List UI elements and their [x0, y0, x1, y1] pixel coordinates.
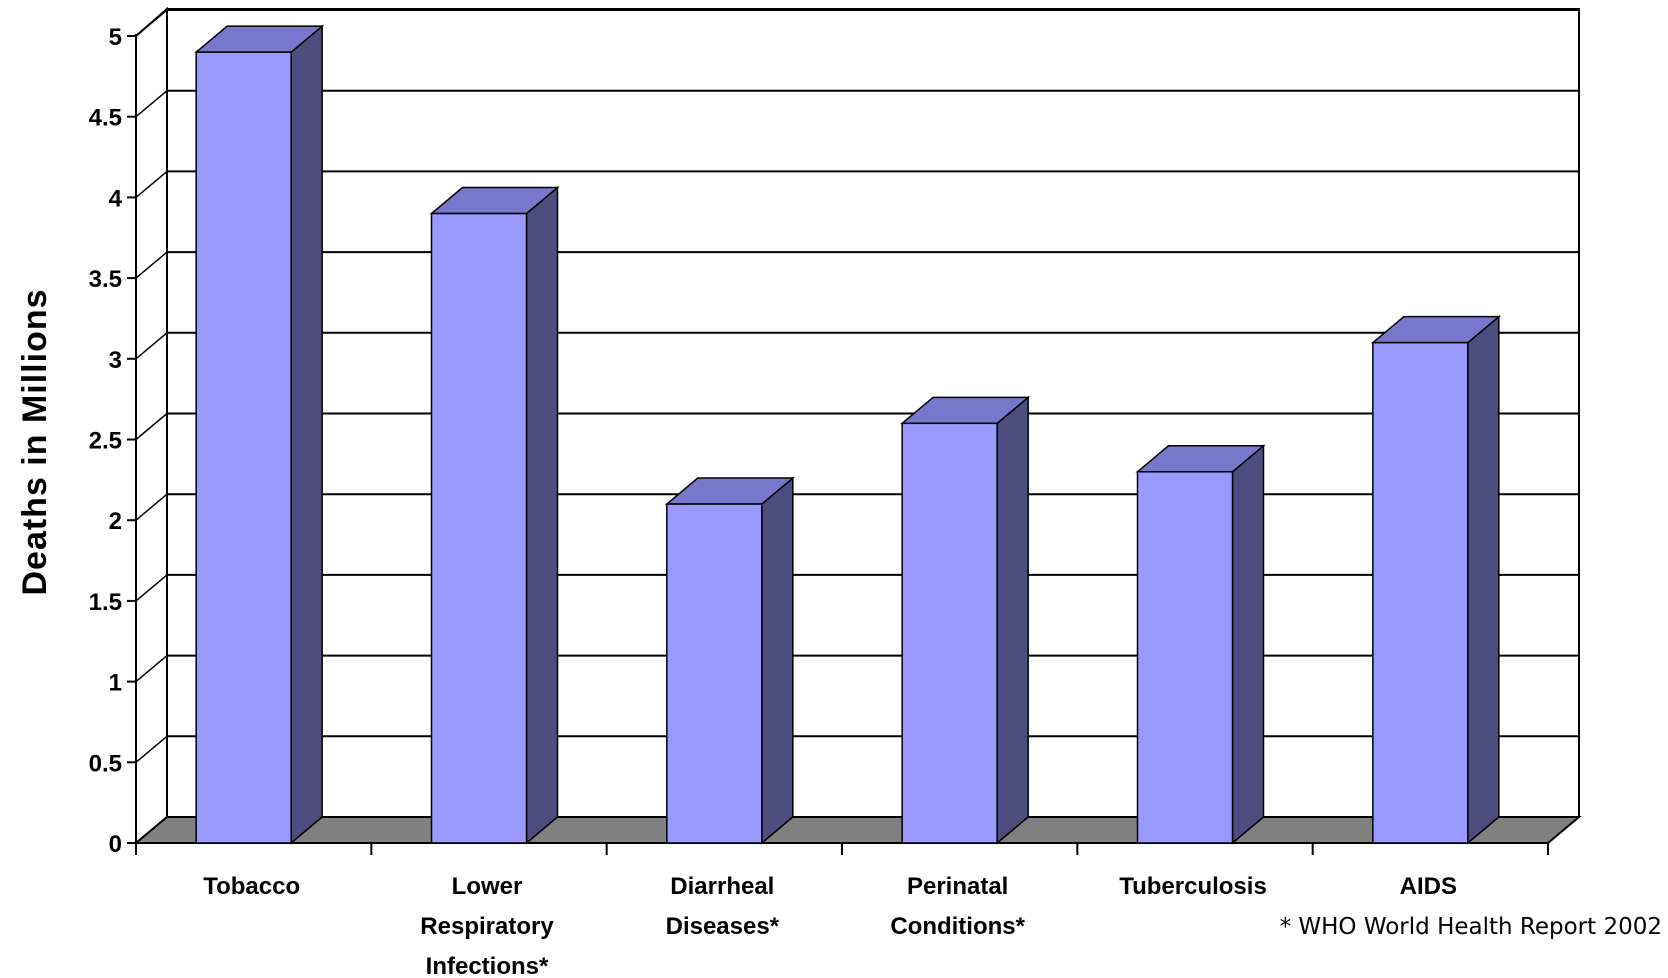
bar-side — [1467, 315, 1500, 845]
x-category-label: Diarrheal Diseases* — [666, 873, 780, 940]
gridline-diagonal — [135, 574, 168, 602]
y-tick-label: 3.5 — [89, 266, 122, 293]
bar — [900, 395, 1031, 845]
x-category-label-line: Diarrheal — [670, 873, 774, 900]
y-tick-label: 1.5 — [89, 589, 122, 616]
chart-floor — [133, 816, 1582, 844]
gridline-diagonal — [135, 90, 168, 118]
bar-side — [525, 185, 559, 845]
bar — [664, 476, 795, 845]
x-category-label-line: AIDS — [1400, 873, 1457, 900]
y-tick-label: 4.5 — [89, 105, 122, 132]
gridline-diagonal — [135, 412, 168, 441]
bar-side — [290, 24, 323, 845]
floor-plane — [133, 816, 1582, 844]
gridline-diagonal — [135, 735, 168, 763]
x-category-label-line: Diseases* — [666, 913, 780, 940]
x-category-label: Lower Respiratory Infections* — [420, 873, 554, 978]
bar — [1135, 444, 1266, 845]
bar-front — [666, 503, 763, 844]
bar-side — [761, 476, 794, 845]
y-tick-label: 2.5 — [89, 428, 122, 455]
x-category-label-line: Infections* — [426, 953, 549, 978]
gridline-diagonal — [135, 655, 168, 683]
x-category-label-line: Tuberculosis — [1119, 873, 1267, 900]
bars — [194, 24, 1501, 845]
y-tick-label: 2 — [109, 508, 122, 535]
x-category-label-line: Tobacco — [203, 873, 300, 900]
bar-side — [996, 395, 1029, 845]
x-tick-labels: Tobacco Lower Respiratory Infections* Diarrh… — [203, 873, 1457, 978]
x-category-label-line: Lower — [452, 873, 523, 900]
y-tick-label: 0 — [109, 831, 122, 858]
gridlines — [135, 9, 1579, 763]
x-category-label-line: Perinatal — [907, 873, 1008, 900]
gridline-diagonal — [135, 170, 168, 198]
gridline-diagonal — [135, 251, 168, 279]
gridline-diagonal — [135, 493, 168, 521]
gridline-diagonal — [135, 332, 168, 360]
bar — [429, 185, 560, 845]
y-tick-label: 4 — [109, 185, 123, 212]
y-tick-label: 0.5 — [89, 750, 122, 777]
y-tick-label: 1 — [109, 670, 122, 697]
y-tick-labels: 0 0.5 1 1.5 2 2.5 3 3.5 4 4.5 5 — [89, 24, 123, 858]
chart-walls — [135, 6, 1580, 846]
bar — [194, 24, 325, 845]
bar-front — [1136, 471, 1234, 844]
gridline-diagonal — [135, 9, 168, 37]
y-tick-label: 5 — [109, 24, 122, 51]
y-axis-title: Deaths in Millions — [16, 288, 54, 595]
x-category-label: Tuberculosis — [1119, 873, 1267, 900]
x-category-label-line: Respiratory — [420, 913, 554, 940]
footnote: * WHO World Health Report 2002 — [1280, 914, 1662, 940]
bar-front — [430, 212, 528, 844]
bar — [1370, 315, 1501, 845]
bar-side — [1231, 444, 1265, 845]
y-tick-label: 3 — [109, 347, 122, 374]
x-category-label-line: Conditions* — [890, 913, 1025, 940]
x-category-label: AIDS — [1400, 873, 1457, 900]
bar-front — [901, 422, 998, 844]
axes — [127, 34, 1549, 855]
x-category-label: Tobacco — [203, 873, 300, 900]
bar-front — [195, 51, 292, 844]
bar-front — [1372, 341, 1469, 844]
x-category-label: Perinatal Conditions* — [890, 873, 1025, 940]
